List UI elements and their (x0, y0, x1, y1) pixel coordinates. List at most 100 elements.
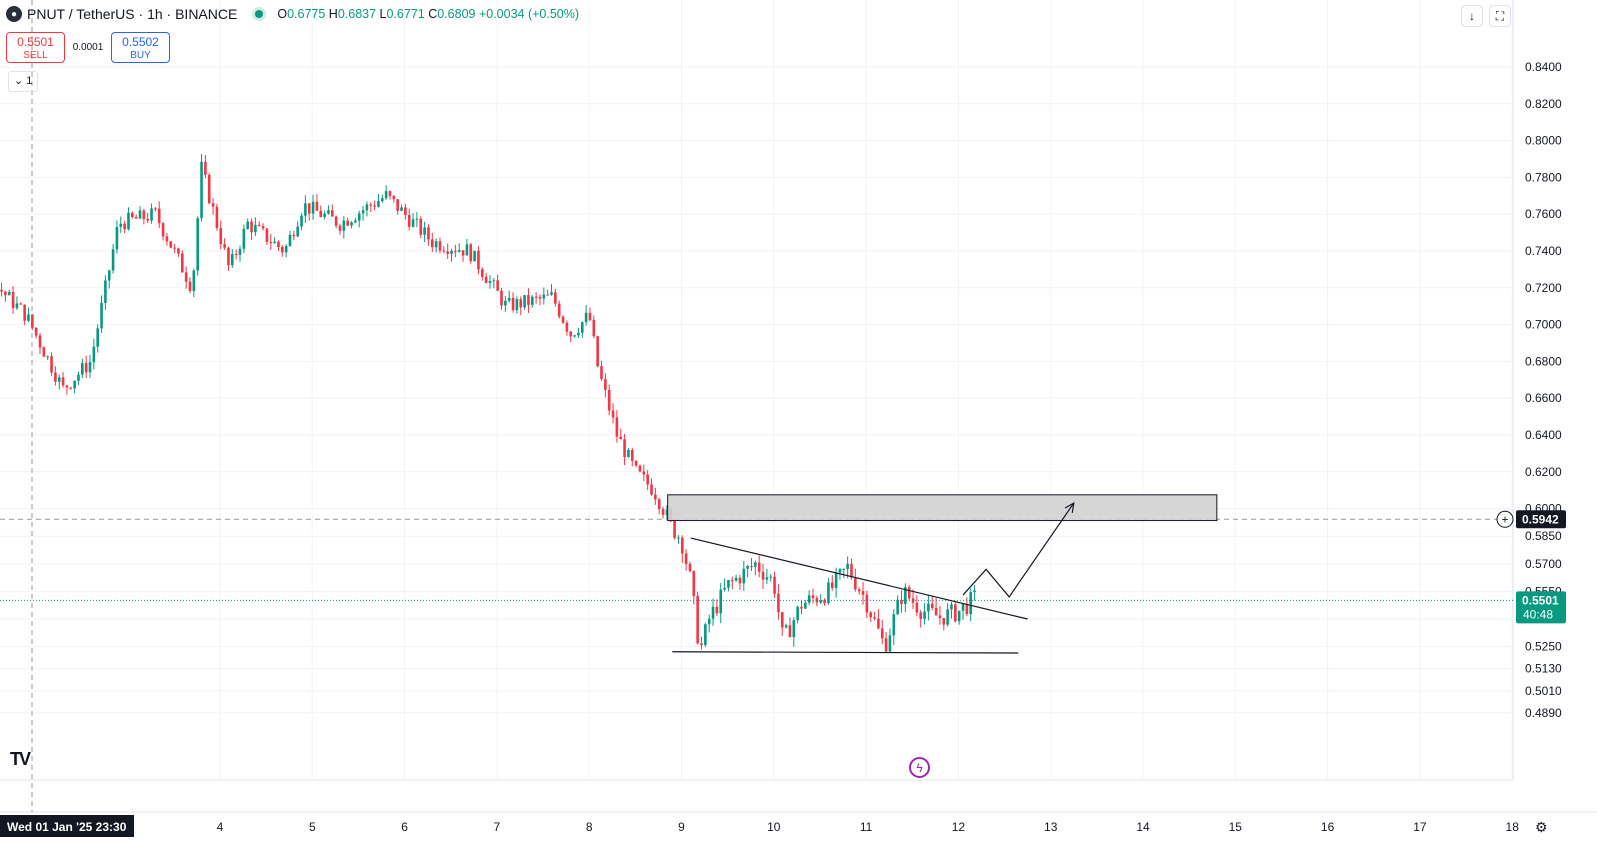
candle-body (207, 174, 211, 204)
countdown-label: 40:48 (1523, 607, 1553, 621)
close-label: C (428, 7, 438, 21)
price-scale-label: 0.5850 (1525, 529, 1562, 543)
candle-body (188, 281, 192, 292)
candle-body (907, 587, 911, 599)
candle-body (334, 216, 338, 226)
candle-body (804, 602, 807, 609)
candle-body (211, 203, 215, 207)
support[interactable] (672, 651, 1019, 654)
indicators-collapse-button[interactable]: ⌄ 1 (8, 71, 39, 92)
candle-body (215, 206, 219, 229)
price-scale-label: 0.7400 (1525, 244, 1562, 258)
candle-body (511, 297, 515, 311)
candle-body (119, 223, 123, 227)
candle-body (127, 212, 130, 230)
candle-body (350, 222, 353, 226)
change-value: +0.0034 (+0.50%) (478, 7, 580, 21)
candle-body (238, 248, 242, 255)
candle-body (57, 377, 61, 382)
candle-body (273, 241, 276, 244)
candle-body (361, 210, 365, 214)
candle-body (384, 191, 388, 199)
price-scale-label: 0.4890 (1525, 706, 1562, 720)
trade-panel: 0.5501 SELL 0.0001 0.5502 BUY (6, 32, 170, 63)
candle-body (484, 276, 488, 284)
candle-body (300, 215, 303, 227)
candle-body (527, 295, 530, 305)
candle-body (434, 241, 438, 248)
candle-body (730, 580, 734, 582)
candle-body (834, 572, 838, 588)
candle-body (157, 208, 161, 224)
candle-body (704, 624, 707, 645)
arrow-down-icon[interactable]: ↓ (1461, 5, 1483, 27)
candle-body (880, 628, 884, 639)
fullscreen-icon[interactable]: ⛶ (1489, 5, 1511, 27)
candle-body (723, 587, 726, 590)
candle-body (42, 347, 46, 357)
candle-body (392, 195, 396, 200)
candle-body (161, 223, 165, 237)
candle-body (104, 280, 107, 303)
candle-body (100, 302, 103, 329)
candle-body (81, 363, 84, 375)
candle-body (519, 299, 523, 308)
price-scale-label: 0.8200 (1525, 97, 1562, 111)
candle-body (750, 566, 753, 568)
candle-body (77, 374, 80, 381)
symbol-title[interactable]: PNUT / TetherUS · 1h · BINANCE (27, 6, 238, 22)
time-scale-label: 9 (678, 820, 685, 834)
candle-body (746, 566, 749, 569)
candle-body (281, 247, 284, 253)
candle-body (354, 220, 357, 223)
candle-body (573, 335, 576, 337)
candle-body (338, 225, 342, 231)
candle-body (857, 589, 861, 592)
buy-price: 0.5502 (122, 35, 159, 49)
candle-body (0, 289, 3, 292)
candle-body (4, 291, 7, 296)
lightning-icon[interactable]: ϟ (909, 757, 930, 778)
projected-path[interactable] (962, 502, 1075, 598)
candle-body (219, 228, 223, 245)
open-label: O (277, 7, 288, 21)
ohlc-readout: O0.6775 H0.6837 L0.6771 C0.6809 +0.0034 … (277, 7, 579, 21)
candle-body (665, 509, 669, 515)
pnut-coin-icon[interactable]: ● (6, 6, 22, 22)
spread-value: 0.0001 (72, 42, 104, 53)
candle-body (784, 625, 788, 628)
descending-resistance[interactable] (690, 537, 1028, 620)
candle-body (177, 248, 180, 254)
candle-body (919, 612, 923, 619)
candle-body (88, 362, 92, 373)
low-label: L (379, 7, 387, 21)
price-scale-label: 0.7800 (1525, 170, 1562, 184)
candle-body (204, 161, 207, 175)
last-price-tag (1516, 591, 1566, 624)
sell-button[interactable]: 0.5501 SELL (6, 32, 65, 63)
add-alert-icon[interactable] (1496, 510, 1514, 528)
candle-body (107, 270, 111, 281)
gear-icon[interactable]: ⚙ (1535, 819, 1548, 835)
candle-body (780, 612, 784, 628)
low-value: 0.6771 (386, 7, 425, 21)
candle-body (34, 327, 38, 336)
candle-body (584, 312, 588, 323)
candle-body (557, 303, 561, 317)
open-value: 0.6775 (287, 7, 326, 21)
candle-body (754, 562, 757, 567)
candle-body (927, 603, 930, 612)
sell-price: 0.5501 (17, 35, 54, 49)
candle-body (23, 304, 26, 321)
tradingview-logo[interactable]: TV (10, 749, 31, 769)
candle-body (454, 250, 457, 252)
candle-body (131, 212, 134, 218)
candle-body (761, 571, 765, 580)
price-scale-label: 0.5130 (1525, 662, 1562, 676)
candle-body (430, 239, 434, 248)
resistance-zone[interactable] (667, 494, 1218, 522)
candle-body (304, 203, 307, 216)
buy-button[interactable]: 0.5502 BUY (111, 32, 170, 63)
last-price-label: 0.5501 (1522, 593, 1559, 607)
